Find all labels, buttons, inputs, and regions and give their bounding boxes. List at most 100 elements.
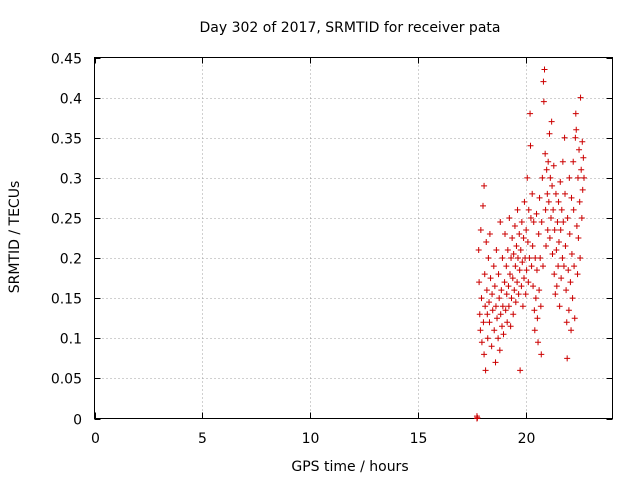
data-point (536, 194, 543, 201)
data-point (527, 110, 534, 117)
data-point (533, 210, 540, 217)
data-point (511, 287, 518, 294)
data-point (502, 230, 509, 237)
data-point (568, 327, 575, 334)
data-point (482, 367, 489, 374)
data-point (494, 315, 501, 322)
data-point (567, 279, 574, 286)
data-point (530, 218, 537, 225)
data-point (572, 110, 579, 117)
data-point (574, 271, 581, 278)
data-point (524, 174, 531, 181)
data-point (509, 275, 516, 282)
data-point (580, 154, 587, 161)
data-point (495, 271, 502, 278)
data-point (553, 283, 560, 290)
data-point (537, 303, 544, 310)
y-tick-label: 0 (73, 413, 82, 429)
data-point (540, 263, 547, 270)
data-point (509, 235, 516, 241)
data-point (515, 291, 522, 298)
data-point (519, 259, 526, 266)
data-point (566, 174, 573, 181)
axis-ticks (94, 57, 613, 420)
data-point (572, 134, 579, 141)
data-point (576, 198, 583, 205)
data-point (547, 174, 554, 181)
data-point (569, 295, 576, 302)
data-point (477, 226, 484, 233)
data-point (555, 263, 562, 270)
data-point (545, 198, 552, 205)
data-point (518, 218, 525, 225)
chart-title: Day 302 of 2017, SRMTID for receiver pat… (200, 20, 501, 36)
data-point (495, 335, 502, 342)
y-tick-label: 0.45 (51, 52, 82, 68)
data-point (523, 226, 530, 233)
x-axis-title: GPS time / hours (291, 459, 408, 475)
data-point (551, 226, 558, 233)
data-point (541, 66, 548, 73)
data-point (573, 222, 580, 229)
data-point (481, 351, 488, 358)
data-point (549, 182, 556, 189)
x-axis-tick-labels: 0 5 10 15 20 (91, 431, 535, 447)
data-point (560, 218, 567, 225)
data-point (578, 166, 585, 173)
data-point (566, 230, 573, 237)
data-point (568, 251, 575, 258)
data-point (501, 279, 508, 286)
data-point (497, 311, 504, 318)
x-tick-label: 0 (91, 431, 100, 447)
x-tick-label: 20 (518, 431, 536, 447)
data-point (546, 235, 553, 241)
data-point (568, 194, 575, 201)
data-point (542, 206, 549, 213)
data-point (503, 291, 510, 298)
data-point (480, 319, 487, 326)
data-point (499, 303, 506, 310)
data-point (475, 247, 482, 254)
data-point (551, 271, 558, 278)
data-point (527, 142, 534, 149)
data-point (547, 214, 554, 221)
data-point (492, 303, 499, 310)
data-point (502, 307, 509, 314)
data-point (553, 247, 560, 254)
data-point (518, 283, 525, 290)
data-point (476, 279, 483, 286)
data-point (571, 263, 578, 270)
data-point (513, 243, 520, 250)
data-point (516, 230, 523, 237)
data-point (538, 351, 545, 358)
data-point (481, 271, 488, 278)
data-point (519, 303, 526, 310)
data-point (544, 226, 551, 233)
data-point (512, 263, 519, 270)
data-point (496, 295, 503, 302)
data-point (514, 279, 521, 286)
data-point (504, 319, 511, 326)
data-point (516, 267, 523, 274)
data-point (564, 355, 571, 362)
y-tick-label: 0.25 (51, 212, 82, 228)
data-point (554, 218, 561, 225)
data-point (559, 255, 566, 262)
data-point (486, 299, 493, 306)
x-tick-label: 10 (302, 431, 320, 447)
data-point (555, 239, 562, 246)
data-point (564, 214, 571, 221)
data-point (528, 263, 535, 270)
data-point (483, 287, 490, 294)
data-point (483, 239, 490, 246)
plot-frame (94, 57, 613, 419)
data-point (573, 126, 580, 133)
data-point (514, 255, 521, 262)
data-point (530, 283, 537, 290)
data-point (533, 267, 540, 274)
data-point (577, 94, 584, 101)
data-point (546, 130, 553, 137)
data-point (517, 247, 524, 254)
data-point (504, 247, 511, 254)
